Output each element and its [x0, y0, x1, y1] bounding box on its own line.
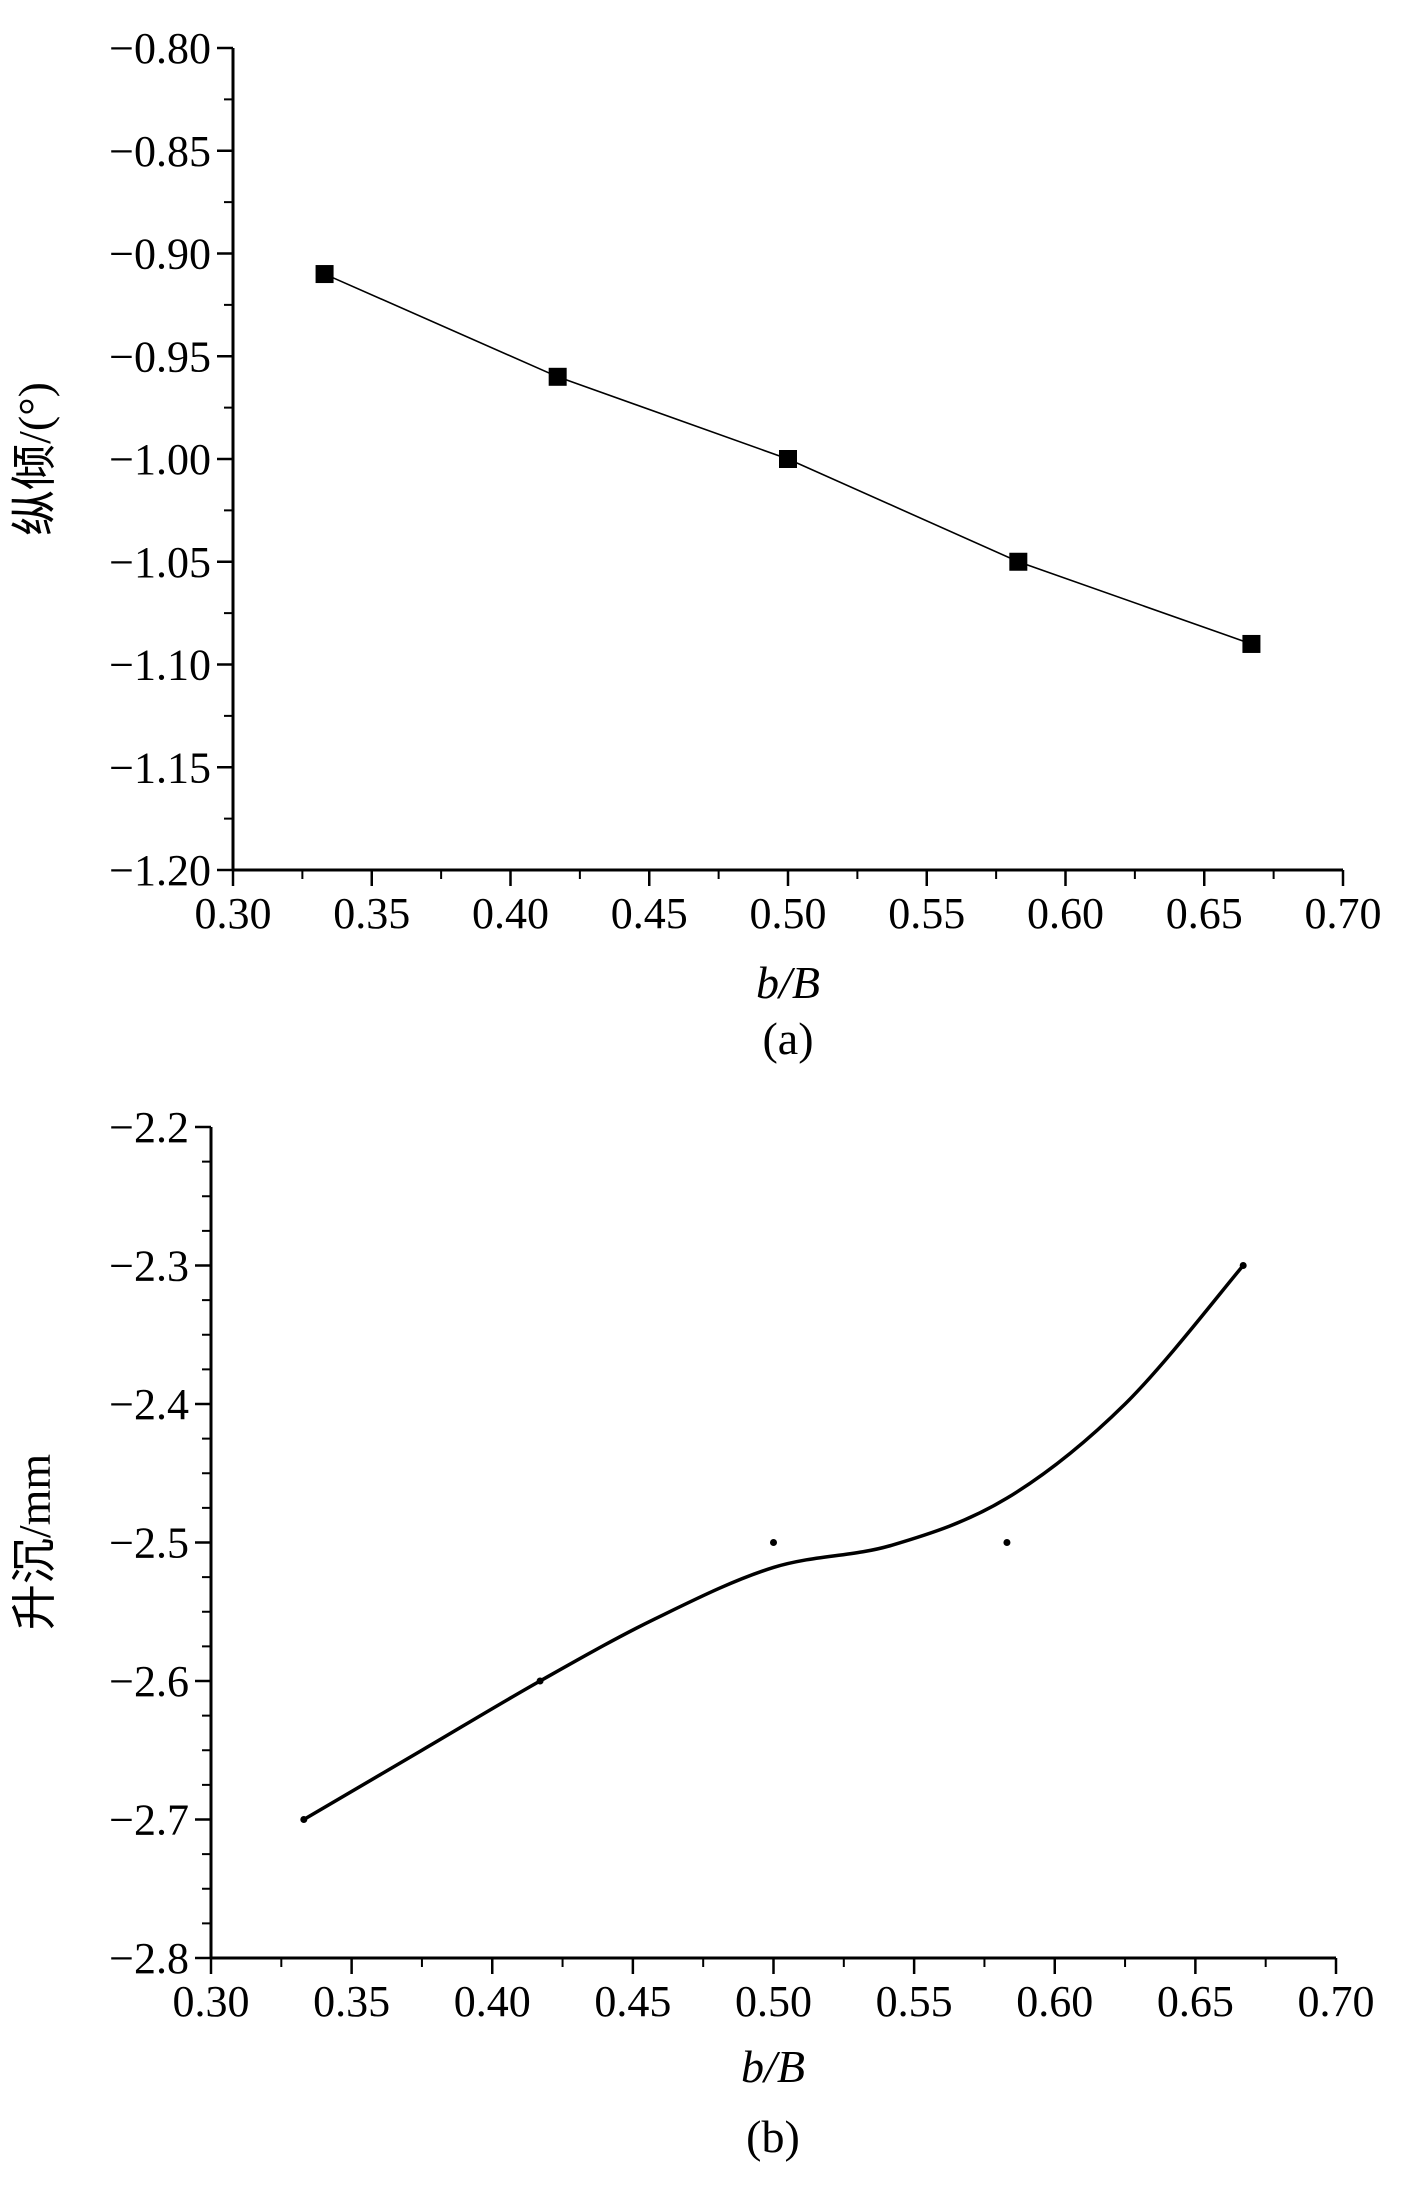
chart-a-y-axis-title: 纵倾/(°) [9, 382, 60, 536]
chart-b: 0.30 0.35 0.40 0.45 0.50 0.55 0.60 0.65 0.70 −2.… [9, 1103, 1375, 2162]
x-tick-label: 0.45 [611, 889, 688, 938]
y-tick-label: −1.00 [109, 435, 211, 484]
y-tick-label: −2.4 [109, 1380, 189, 1429]
x-tick-label: 0.60 [1027, 889, 1104, 938]
x-tick-label: 0.40 [472, 889, 549, 938]
x-tick-label: 0.50 [735, 1977, 812, 2026]
y-tick-label: −2.8 [109, 1934, 189, 1983]
y-tick-label: −0.90 [109, 230, 211, 279]
chart-a-plot-area [315, 265, 1261, 653]
data-point [1242, 634, 1261, 653]
data-point [548, 367, 567, 386]
x-tick-label: 0.70 [1298, 1977, 1375, 2026]
x-tick-label: 0.55 [888, 889, 965, 938]
x-tick-label: 0.30 [195, 889, 272, 938]
y-tick-label: −0.80 [109, 24, 211, 73]
data-point [300, 1816, 308, 1823]
data-point [770, 1539, 777, 1546]
y-tick-label: −1.05 [109, 538, 211, 587]
fit-curve [302, 1264, 1245, 1822]
chart-b-plot-area [300, 1262, 1247, 1823]
chart-a-x-tick-labels: 0.30 0.35 0.40 0.45 0.50 0.55 0.60 0.65 0.70 [195, 889, 1382, 938]
y-tick-label: −2.6 [109, 1657, 189, 1706]
y-tick-label: −0.85 [109, 127, 211, 176]
x-tick-label: 0.35 [313, 1977, 390, 2026]
chart-a-ticks [217, 46, 1345, 886]
chart-a-y-tick-labels: −0.80 −0.85 −0.90 −0.95 −1.00 −1.05 −1.10 −1.15… [109, 24, 211, 895]
data-point [779, 450, 797, 468]
chart-b-x-axis-title: b/B [741, 2041, 805, 2092]
x-tick-label: 0.45 [594, 1977, 671, 2026]
y-tick-label: −0.95 [109, 332, 211, 381]
x-tick-label: 0.65 [1166, 889, 1243, 938]
data-point [1009, 552, 1028, 571]
x-tick-label: 0.55 [876, 1977, 953, 2026]
chart-b-y-tick-labels: −2.2 −2.3 −2.4 −2.5 −2.6 −2.7 −2.8 [109, 1103, 189, 1983]
x-tick-label: 0.40 [454, 1977, 531, 2026]
x-tick-label: 0.50 [750, 889, 827, 938]
y-tick-label: −1.20 [109, 846, 211, 895]
y-tick-label: −1.15 [109, 743, 211, 792]
chart-a-caption: (a) [762, 1013, 813, 1064]
x-tick-label: 0.70 [1305, 889, 1382, 938]
x-tick-label: 0.60 [1016, 1977, 1093, 2026]
data-point [1003, 1539, 1011, 1546]
chart-b-y-axis-title: 升沉/mm [9, 1454, 60, 1631]
x-tick-label: 0.65 [1157, 1977, 1234, 2026]
y-tick-label: −2.5 [109, 1519, 189, 1568]
y-tick-label: −2.3 [109, 1242, 189, 1291]
y-tick-label: −2.7 [109, 1796, 189, 1845]
data-point [315, 265, 334, 284]
data-point [1239, 1262, 1247, 1269]
chart-a-x-axis-title: b/B [756, 957, 820, 1008]
data-point [536, 1677, 544, 1685]
chart-b-ticks [195, 1125, 1338, 1974]
chart-b-caption: (b) [746, 2111, 800, 2162]
y-tick-label: −2.2 [109, 1103, 189, 1152]
x-tick-label: 0.35 [333, 889, 410, 938]
y-tick-label: −1.10 [109, 641, 211, 690]
chart-b-x-tick-labels: 0.30 0.35 0.40 0.45 0.50 0.55 0.60 0.65 0.70 [173, 1977, 1375, 2026]
chart-a: 0.30 0.35 0.40 0.45 0.50 0.55 0.60 0.65 0.70 −0.… [9, 24, 1382, 1064]
x-tick-label: 0.30 [173, 1977, 250, 2026]
